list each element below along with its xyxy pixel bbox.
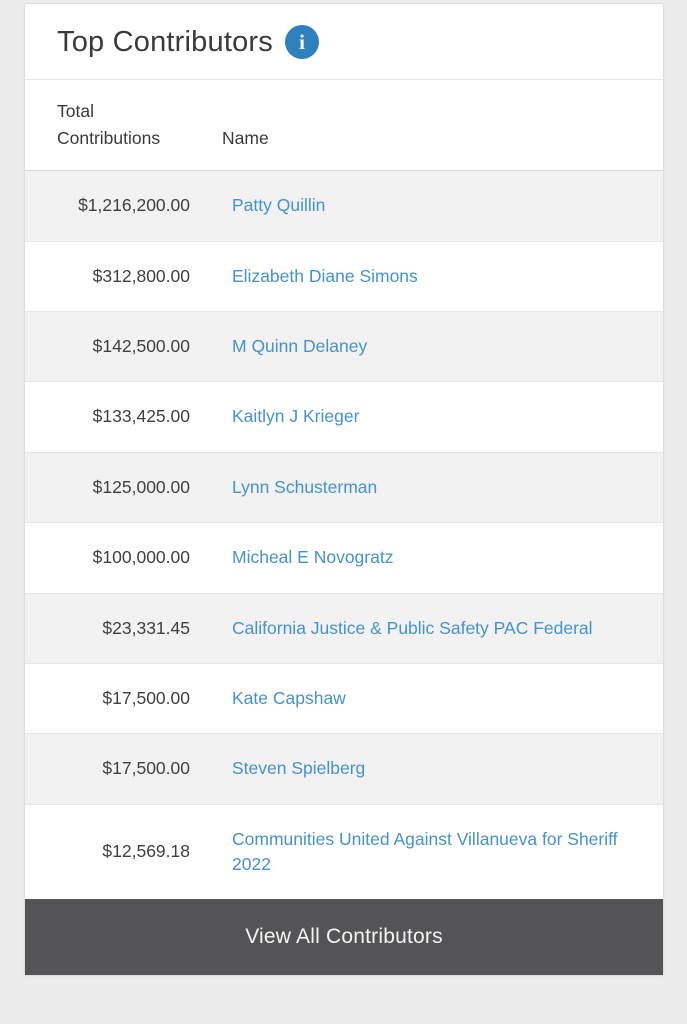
contribution-amount: $12,569.18 — [102, 841, 190, 862]
contribution-amount: $100,000.00 — [92, 547, 190, 568]
table-row: $1,216,200.00 Patty Quillin — [25, 170, 663, 242]
table-row: $17,500.00 Kate Capshaw — [25, 663, 663, 734]
view-all-contributors-button[interactable]: View All Contributors — [25, 899, 663, 976]
contribution-amount: $125,000.00 — [92, 476, 190, 497]
card-header: Top Contributors i — [25, 4, 663, 80]
contributor-link[interactable]: California Justice & Public Safety PAC F… — [232, 617, 593, 638]
contributor-link[interactable]: Lynn Schusterman — [232, 476, 378, 497]
table-row: $133,425.00 Kaitlyn J Krieger — [25, 381, 663, 453]
contribution-amount: $23,331.45 — [102, 617, 190, 638]
contributor-link[interactable]: Steven Spielberg — [232, 758, 366, 779]
contributor-link[interactable]: Patty Quillin — [232, 195, 326, 216]
contribution-amount: $17,500.00 — [102, 687, 190, 708]
table-row: $12,569.18 Communities United Against Vi… — [25, 804, 663, 900]
table-header-row: Total Contributions Name — [25, 80, 663, 172]
contribution-amount: $17,500.00 — [102, 758, 190, 779]
table-row: $125,000.00 Lynn Schusterman — [25, 452, 663, 523]
table-row: $17,500.00 Steven Spielberg — [25, 733, 663, 805]
contributor-link[interactable]: Kate Capshaw — [232, 687, 346, 708]
table-row: $23,331.45 California Justice & Public S… — [25, 593, 663, 664]
table-row: $312,800.00 Elizabeth Diane Simons — [25, 241, 663, 312]
info-circle-icon[interactable]: i — [284, 25, 319, 59]
contribution-amount: $142,500.00 — [92, 336, 190, 356]
table-row: $142,500.00 M Quinn Delaney — [25, 311, 663, 382]
contributor-link[interactable]: Elizabeth Diane Simons — [232, 265, 418, 286]
top-contributors-card: Top Contributors i Total Contributions N… — [25, 4, 663, 976]
table-row: $100,000.00 Micheal E Novogratz — [25, 522, 663, 593]
contributor-link[interactable]: Micheal E Novogratz — [232, 547, 394, 568]
contribution-amount: $1,216,200.00 — [78, 195, 190, 216]
contributor-link[interactable]: Kaitlyn J Krieger — [232, 406, 360, 427]
column-header-total-contributions: Total Contributions — [25, 80, 190, 172]
page-title: Top Contributors — [57, 25, 273, 58]
contributor-link[interactable]: M Quinn Delaney — [232, 336, 368, 356]
column-header-name: Name — [190, 80, 663, 172]
contributors-table: Total Contributions Name $1,216,200.00 P… — [25, 80, 663, 900]
contributor-link[interactable]: Communities United Against Villanueva fo… — [232, 828, 618, 874]
contribution-amount: $312,800.00 — [92, 265, 190, 286]
contribution-amount: $133,425.00 — [92, 406, 190, 427]
